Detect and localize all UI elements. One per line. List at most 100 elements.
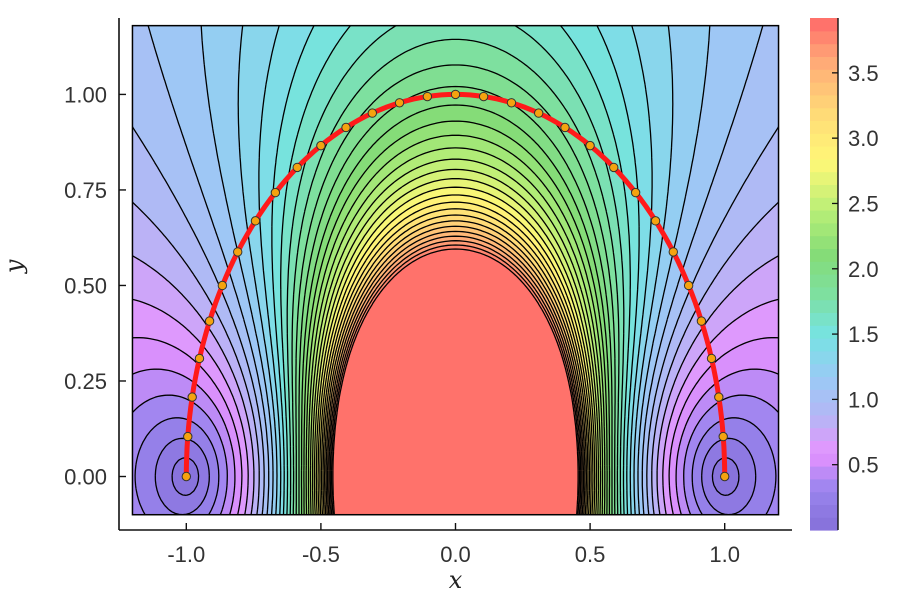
colorbar-band-20 bbox=[810, 261, 838, 275]
curve-marker-7 bbox=[250, 216, 261, 226]
colorbar-band-9 bbox=[810, 402, 838, 416]
colorbar-band-26 bbox=[810, 184, 838, 198]
y-tick-label: 0.50 bbox=[64, 273, 107, 298]
curve-marker-28 bbox=[714, 392, 724, 402]
colorbar-band-24 bbox=[810, 210, 838, 224]
colorbar-band-39 bbox=[810, 18, 838, 32]
y-tick-label: 1.00 bbox=[64, 82, 107, 107]
curve-marker-2 bbox=[187, 392, 197, 402]
colorbar-band-3 bbox=[810, 478, 838, 493]
colorbar-band-4 bbox=[810, 466, 838, 480]
colorbar-tick-label: 3.0 bbox=[848, 126, 879, 151]
contour-line-35 bbox=[326, 230, 585, 515]
curve-marker-29 bbox=[718, 431, 728, 442]
field-border bbox=[131, 24, 780, 516]
contour-line-14 bbox=[258, 25, 653, 515]
y-tick-label: 0.00 bbox=[64, 465, 107, 490]
x-tick-label: -1.0 bbox=[167, 542, 205, 567]
colorbar-band-8 bbox=[810, 414, 838, 429]
curve-marker-19 bbox=[560, 122, 570, 133]
x-axis-ticks: -1.0 -0.5 0.0 0.5 1.0 bbox=[167, 523, 740, 567]
colorbar-band-28 bbox=[810, 158, 838, 173]
colorbar-band-5 bbox=[810, 453, 838, 467]
colorbar-ticks: 0.5 1.0 1.5 2.0 2.5 3.0 3.5 bbox=[832, 61, 879, 478]
curve-marker-10 bbox=[316, 140, 326, 151]
colorbar-tick-label: 3.5 bbox=[848, 61, 879, 86]
colorbar-band-37 bbox=[810, 43, 838, 57]
contour-line-7 bbox=[132, 298, 779, 515]
colorbar-tick-label: 1.5 bbox=[848, 322, 879, 347]
y-tick-label: 0.75 bbox=[64, 178, 107, 203]
contour-line-19 bbox=[295, 64, 616, 515]
contour-line-28 bbox=[315, 186, 596, 515]
curve-marker-15 bbox=[450, 89, 461, 100]
colorbar: 0.5 1.0 1.5 2.0 2.5 3.0 3.5 bbox=[810, 18, 879, 531]
colorbar-band-6 bbox=[810, 440, 838, 454]
contour-line-33 bbox=[323, 220, 588, 515]
contour-line-20 bbox=[298, 85, 613, 515]
curve-marker-16 bbox=[478, 91, 489, 102]
colorbar-band-11 bbox=[810, 376, 838, 390]
filled-contour-image bbox=[132, 25, 779, 515]
contour-line-24 bbox=[307, 147, 604, 515]
curve-marker-5 bbox=[217, 280, 228, 291]
colorbar-bands bbox=[810, 18, 838, 531]
colorbar-tick-label: 2.5 bbox=[848, 191, 879, 216]
curve-marker-11 bbox=[341, 122, 351, 133]
colorbar-band-22 bbox=[810, 235, 838, 249]
colorbar-band-30 bbox=[810, 133, 838, 147]
curve-marker-18 bbox=[533, 108, 544, 118]
colorbar-band-18 bbox=[810, 286, 838, 301]
contour-line-21 bbox=[300, 104, 611, 515]
contour-line-4 bbox=[132, 394, 779, 515]
colorbar-tick-label: 0.5 bbox=[848, 453, 879, 478]
x-axis-label: x bbox=[449, 566, 463, 594]
curve-marker-12 bbox=[367, 108, 378, 118]
colorbar-band-17 bbox=[810, 299, 838, 313]
curve-marker-1 bbox=[183, 431, 193, 442]
contour-line-31 bbox=[320, 208, 591, 515]
colorbar-band-12 bbox=[810, 363, 838, 377]
curve-marker-8 bbox=[270, 187, 281, 198]
curve-marker-9 bbox=[292, 162, 302, 173]
colorbar-band-27 bbox=[810, 171, 838, 185]
contour-line-22 bbox=[303, 120, 608, 515]
curve-marker-13 bbox=[394, 98, 405, 108]
colorbar-band-35 bbox=[810, 69, 838, 83]
contour-lines bbox=[132, 25, 779, 515]
contour-line-8 bbox=[132, 255, 779, 515]
curve-marker-21 bbox=[609, 162, 619, 173]
curve-marker-0 bbox=[181, 471, 192, 482]
filled-contour-field bbox=[132, 25, 779, 515]
contour-line-10 bbox=[132, 126, 779, 515]
colorbar-band-32 bbox=[810, 107, 838, 121]
contour-line-29 bbox=[317, 194, 594, 515]
colorbar-band-10 bbox=[810, 389, 838, 403]
contour-line-39 bbox=[332, 248, 579, 515]
contour-line-36 bbox=[328, 235, 583, 515]
curve-marker-26 bbox=[696, 316, 707, 326]
curve-marker-6 bbox=[233, 247, 243, 257]
colorbar-band-31 bbox=[810, 120, 838, 134]
colorbar-band-16 bbox=[810, 312, 838, 326]
colorbar-band-29 bbox=[810, 146, 838, 160]
colorbar-band-33 bbox=[810, 94, 838, 109]
curve-marker-17 bbox=[506, 98, 517, 108]
contour-line-16 bbox=[280, 25, 631, 515]
contour-line-3 bbox=[134, 417, 777, 515]
curve-marker-20 bbox=[585, 140, 595, 151]
contour-line-27 bbox=[313, 178, 598, 515]
contour-line-13 bbox=[237, 25, 674, 515]
colorbar-band-2 bbox=[810, 491, 838, 505]
contour-line-38 bbox=[330, 244, 581, 515]
contour-line-32 bbox=[322, 214, 589, 515]
x-tick-label: 0.0 bbox=[440, 542, 471, 567]
curve-marker-25 bbox=[683, 280, 694, 291]
colorbar-band-25 bbox=[810, 197, 838, 211]
contour-line-17 bbox=[286, 25, 625, 515]
curve-marker-30 bbox=[720, 471, 730, 482]
colorbar-band-23 bbox=[810, 222, 838, 237]
x-tick-label: 0.5 bbox=[575, 542, 606, 567]
contour-line-30 bbox=[319, 201, 592, 515]
